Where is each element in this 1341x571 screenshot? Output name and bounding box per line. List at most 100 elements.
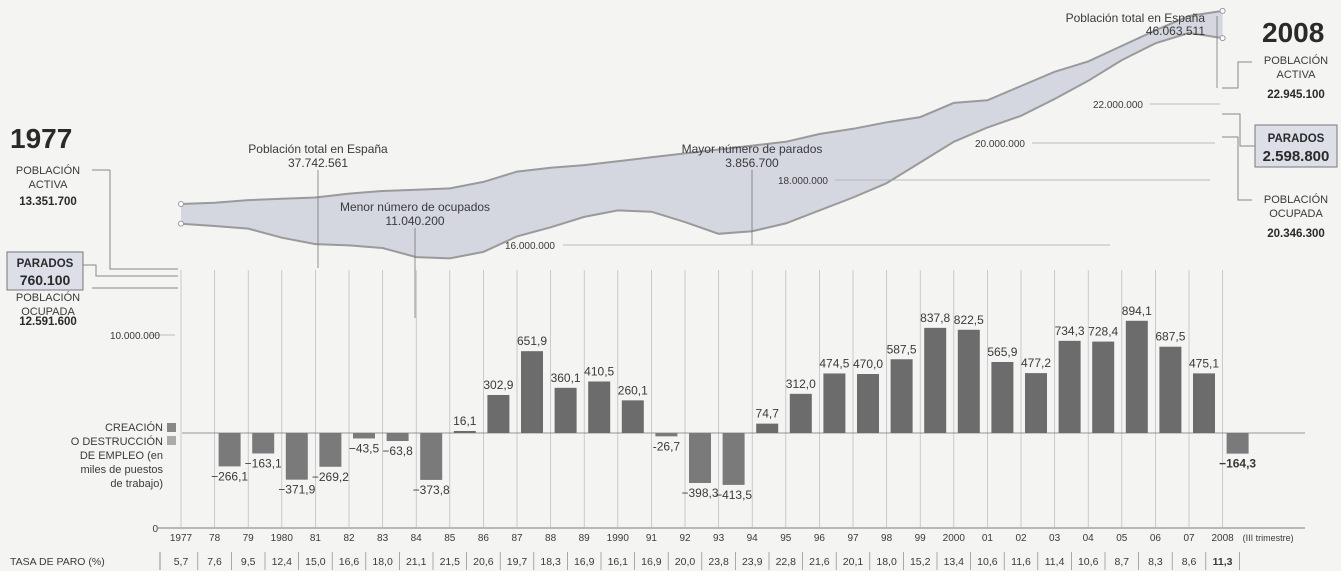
x-tick-label: 82 <box>343 533 355 544</box>
annotation-value: 37.742.561 <box>288 156 348 170</box>
start-parados-label: PARADOS <box>17 258 74 270</box>
x-tick-label: 2000 <box>943 533 966 544</box>
leader <box>1222 113 1255 147</box>
x-tick-label: 1980 <box>271 533 294 544</box>
tasa-paro-value: 11,6 <box>1011 556 1031 568</box>
bar-value-label: 728,4 <box>1088 325 1118 339</box>
tasa-paro-value: 23,8 <box>708 556 729 568</box>
x-tick-label: 1990 <box>607 533 630 544</box>
employment-bar <box>689 433 711 483</box>
bar-legend-text: CREACIÓN <box>105 421 163 434</box>
bar-value-label: -26,7 <box>653 439 681 453</box>
start-parados-value: 760.100 <box>20 272 71 288</box>
tasa-paro-value: 8,3 <box>1148 556 1163 568</box>
start-year: 1977 <box>10 123 72 154</box>
leader <box>1222 136 1252 201</box>
bar-value-label: 734,3 <box>1055 324 1085 338</box>
x-tick-label: 92 <box>679 533 691 544</box>
start-activa-value: 13.351.700 <box>19 196 77 208</box>
tasa-paro-value: 16,6 <box>339 556 360 568</box>
bar-value-label: 587,5 <box>887 342 917 356</box>
bar-value-label: 894,1 <box>1122 304 1152 318</box>
tasa-paro-value: 8,6 <box>1182 556 1197 568</box>
employment-bar <box>218 433 241 467</box>
annotation-title: Población total en España <box>1066 11 1206 25</box>
employment-bar <box>386 433 409 442</box>
tasa-paro-value: 16,1 <box>608 556 629 568</box>
employment-bar <box>722 433 745 485</box>
annotation-value: 46.063.511 <box>1146 24 1205 38</box>
bar-value-label: 360,1 <box>551 371 581 385</box>
leader <box>1222 61 1252 89</box>
x-tick-label: 95 <box>780 533 792 544</box>
employment-bar <box>521 351 543 433</box>
tasa-paro-value: 22,8 <box>776 556 797 568</box>
poblacion-activa-line <box>180 9 1223 205</box>
x-tick-label: 06 <box>1150 533 1162 544</box>
x-tick-label: 83 <box>377 533 389 544</box>
end-parados-label: PARADOS <box>1268 133 1325 145</box>
tasa-paro-value: 11,4 <box>1045 556 1065 568</box>
bar-value-label: 16,1 <box>453 414 477 428</box>
bar-value-label: 302,9 <box>483 378 513 392</box>
bar-legend-text: de trabajo) <box>110 478 163 490</box>
employment-bar <box>319 433 342 467</box>
tasa-paro-value: 18,3 <box>540 556 561 568</box>
tasa-paro-value: 21,6 <box>809 556 830 568</box>
tasa-paro-value: 12,4 <box>272 556 293 568</box>
annotation-value: 11.040.200 <box>385 214 444 228</box>
bar-value-label: −266,1 <box>211 469 248 483</box>
bar-value-label: −413,5 <box>715 488 752 502</box>
tasa-paro-value: 19,7 <box>507 556 528 568</box>
tasa-paro-value: 18,0 <box>876 556 897 568</box>
start-activa-label: ACTIVA <box>29 179 69 191</box>
parados-area <box>181 10 1223 259</box>
x-tick-label: 88 <box>545 533 557 544</box>
x-tick-label: 98 <box>881 533 893 544</box>
employment-bar <box>1058 340 1081 433</box>
tasa-paro-value: 18,0 <box>372 556 393 568</box>
y-tick-label: 20.000.000 <box>975 139 1025 150</box>
employment-bar <box>756 423 779 433</box>
employment-bar <box>1125 320 1148 433</box>
end-year: 2008 <box>1262 17 1324 48</box>
bar-value-label: −373,8 <box>413 483 450 497</box>
end-parados-value: 2.598.800 <box>1263 148 1330 165</box>
y-tick-label: 22.000.000 <box>1093 100 1143 111</box>
bar-value-label: 260,1 <box>618 383 648 397</box>
x-tick-label: 99 <box>915 533 927 544</box>
x-tick-label: 1977 <box>170 533 193 544</box>
x-tick-label: 96 <box>814 533 826 544</box>
tasa-paro-value: 7,6 <box>207 556 222 568</box>
employment-bar <box>789 393 812 433</box>
employment-bar <box>1226 433 1249 454</box>
end-activa-value: 22.945.100 <box>1267 89 1325 101</box>
employment-bar <box>621 400 644 433</box>
tasa-paro-value: 13,4 <box>944 556 965 568</box>
x-tick-label: 97 <box>847 533 859 544</box>
bar-value-label: −398,3 <box>681 486 718 500</box>
bar-value-label: 74,7 <box>756 407 780 421</box>
x-tick-note: (III trimestre) <box>1243 533 1294 543</box>
start-parados-box <box>6 251 84 291</box>
x-tick-label: 01 <box>982 533 994 544</box>
tasa-paro-value: 21,5 <box>440 556 461 568</box>
bar-value-label: 651,9 <box>517 334 547 348</box>
x-tick-label: 89 <box>579 533 591 544</box>
start-ocupada-label: POBLACIÓN <box>16 291 80 304</box>
tasa-paro-value: 11,3 <box>1213 556 1233 568</box>
annotation-title: Menor número de ocupados <box>340 200 490 214</box>
employment-bar <box>420 433 443 480</box>
x-tick-label: 84 <box>411 533 423 544</box>
x-tick-label: 81 <box>310 533 322 544</box>
poblacion-ocupada-line <box>180 31 1223 260</box>
x-tick-label: 78 <box>209 533 221 544</box>
employment-bar <box>655 433 678 437</box>
tasa-paro-value: 20,6 <box>473 556 494 568</box>
annotation-title: Mayor número de parados <box>682 142 823 156</box>
bar-value-label: 470,0 <box>853 357 883 371</box>
y-tick-label: 18.000.000 <box>778 176 828 187</box>
bar-value-label: −269,2 <box>312 470 349 484</box>
employment-bar <box>857 374 879 433</box>
bar-value-label: −43,5 <box>349 441 380 455</box>
